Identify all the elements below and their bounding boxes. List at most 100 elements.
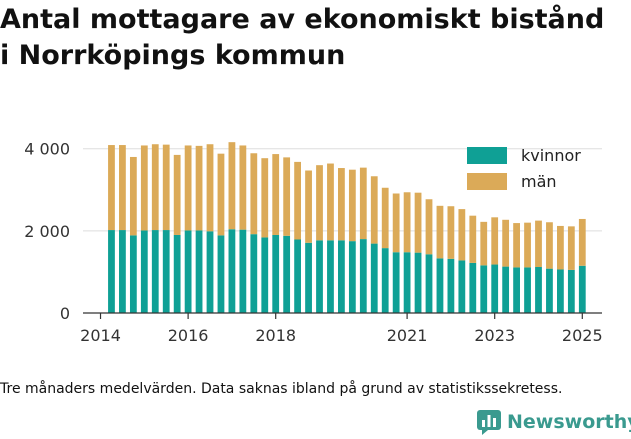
newsworthy-logo-icon [477,410,501,435]
brand-name: Newsworthy [507,411,631,433]
bar-man-43 [578,218,586,266]
bar-man-2 [129,156,137,236]
bar-kvinnor-41 [557,269,564,313]
bar-man-35 [491,217,499,265]
bar-man-32 [458,209,466,261]
bar-man-7 [184,145,192,231]
bar-man-14 [261,158,269,238]
bar-man-37 [513,223,520,268]
bar-kvinnor-3 [140,230,148,313]
bar-kvinnor-37 [513,267,520,313]
bar-kvinnor-17 [294,239,301,313]
bar-kvinnor-15 [272,234,280,313]
bar-kvinnor-30 [436,258,444,313]
bar-man-17 [294,161,301,240]
bar-kvinnor-21 [338,240,345,313]
bar-kvinnor-4 [151,230,159,313]
x-tick-label: 2025 [562,326,603,345]
bar-man-22 [348,169,356,242]
bar-man-41 [557,225,564,270]
bar-man-13 [250,153,258,235]
y-tick-label: 2 000 [24,222,70,241]
y-tick-label: 4 000 [24,140,70,159]
bar-man-20 [327,163,334,241]
legend-label-kvinnor: kvinnor [521,146,581,165]
bar-kvinnor-0 [108,230,115,313]
bar-man-6 [173,154,181,235]
bar-man-12 [239,145,247,230]
bar-kvinnor-7 [184,230,192,313]
bar-man-36 [502,219,510,267]
bar-man-25 [381,187,389,249]
bar-kvinnor-23 [359,239,367,313]
y-tick-label: 0 [60,304,70,323]
bar-kvinnor-35 [491,264,499,313]
bar-kvinnor-40 [546,268,553,313]
legend-swatch-man [467,173,507,190]
x-tick-label: 2014 [80,326,121,345]
bar-man-26 [392,193,400,253]
bar-man-3 [140,145,148,231]
axes: 0 2 000 4 000 2014 2016 2018 2021 2023 2025 [24,140,602,345]
bar-kvinnor-32 [458,260,466,313]
bar-man-38 [524,222,531,268]
bar-kvinnor-20 [327,240,334,313]
x-tick-label: 2016 [168,326,209,345]
bar-man-29 [425,199,433,255]
legend: kvinnor män [467,146,581,191]
legend-label-man: män [521,172,557,191]
x-tick-label: 2023 [474,326,515,345]
bar-man-34 [480,221,488,266]
bar-man-1 [119,145,126,231]
bar-man-9 [206,144,214,232]
bar-kvinnor-16 [283,235,291,313]
bar-kvinnor-8 [195,230,203,313]
bar-man-8 [195,145,203,231]
bar-man-30 [436,205,444,259]
bar-kvinnor-25 [381,248,389,313]
bar-man-39 [535,220,542,268]
bar-kvinnor-24 [370,243,378,313]
bar-kvinnor-43 [578,265,586,313]
bar-kvinnor-29 [425,254,433,313]
bar-kvinnor-34 [480,265,488,313]
legend-swatch-kvinnor [467,147,507,164]
footnote: Tre månaders medelvärden. Data saknas ib… [0,381,563,397]
bar-kvinnor-39 [535,267,542,313]
bar-kvinnor-2 [129,235,137,313]
bar-man-19 [316,165,323,241]
title-line-2: i Norrköpings kommun [0,40,346,71]
bar-kvinnor-14 [261,237,269,313]
bar-man-0 [108,145,115,231]
stacked-bar-chart: 0 2 000 4 000 2014 2016 2018 2021 2023 2025 kvin… [24,140,602,345]
bar-man-10 [217,153,225,236]
bar-man-27 [403,192,411,253]
bar-kvinnor-22 [348,241,356,313]
x-tick-label: 2021 [387,326,428,345]
bar-kvinnor-5 [162,230,170,313]
bar-man-31 [447,206,455,259]
bar-kvinnor-36 [502,266,510,313]
bars [108,142,586,313]
bar-man-40 [546,222,553,269]
bar-man-18 [305,170,312,243]
bar-kvinnor-9 [206,231,214,313]
bar-kvinnor-6 [173,234,181,313]
bar-man-5 [162,144,170,231]
chart-title: Antal mottagare av ekonomiskt bistånd i … [0,2,631,74]
bar-man-11 [228,142,236,230]
brand-logo[interactable]: Newsworthy [476,408,631,436]
bar-man-4 [151,144,159,231]
bar-kvinnor-19 [316,240,323,313]
bar-man-42 [567,226,575,270]
bar-kvinnor-12 [239,229,247,313]
bar-man-16 [283,157,291,236]
bar-kvinnor-27 [403,252,411,313]
bar-kvinnor-38 [524,267,531,313]
bar-kvinnor-42 [567,269,575,313]
bar-kvinnor-10 [217,235,225,313]
bar-kvinnor-13 [250,234,258,313]
bar-kvinnor-28 [414,252,422,313]
bar-man-23 [359,167,367,240]
bar-kvinnor-18 [305,242,312,313]
